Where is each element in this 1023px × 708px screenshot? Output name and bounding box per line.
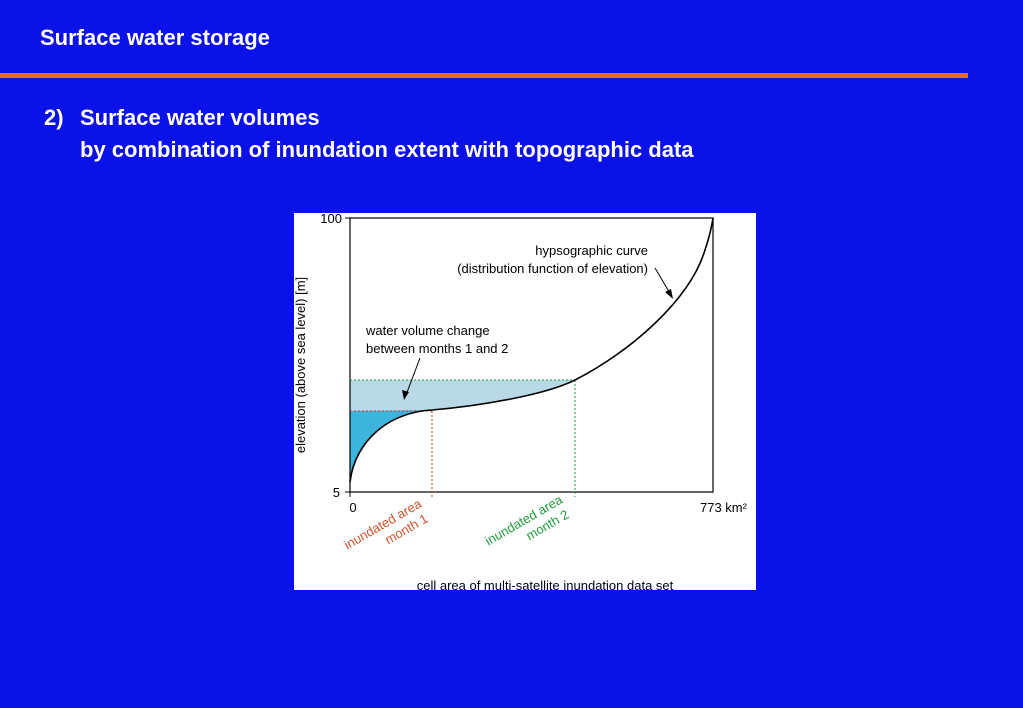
y-min-label: 5 (333, 485, 340, 500)
y-max-label: 100 (320, 213, 342, 226)
list-number: 2) (44, 105, 64, 130)
heading-line: Surface water volumes (80, 105, 320, 130)
volume-change-area (350, 380, 575, 411)
title-rule (0, 73, 968, 78)
hypsographic-figure: 100 5 0 773 km² elevation (above sea lev… (294, 213, 756, 590)
x-min-label: 0 (349, 500, 356, 515)
arrowhead (665, 289, 673, 299)
y-axis-label: elevation (above sea level) [m] (294, 277, 308, 453)
x-axis-label: cell area of multi-satellite inundation … (417, 578, 674, 590)
arrowhead (402, 390, 409, 400)
curve-label: hypsographic curve (535, 243, 648, 258)
x-max-label: 773 km² (700, 500, 748, 515)
volume-label: water volume change (365, 323, 490, 338)
month1-area (350, 410, 432, 482)
slide-title: Surface water storage (40, 25, 270, 50)
arrow (405, 357, 421, 396)
volume-label: between months 1 and 2 (366, 341, 508, 356)
plot-frame (349, 217, 714, 493)
curve-label: (distribution function of elevation) (457, 261, 648, 276)
hypsographic-curve (349, 217, 714, 483)
heading-line: by combination of inundation extent with… (80, 137, 694, 162)
